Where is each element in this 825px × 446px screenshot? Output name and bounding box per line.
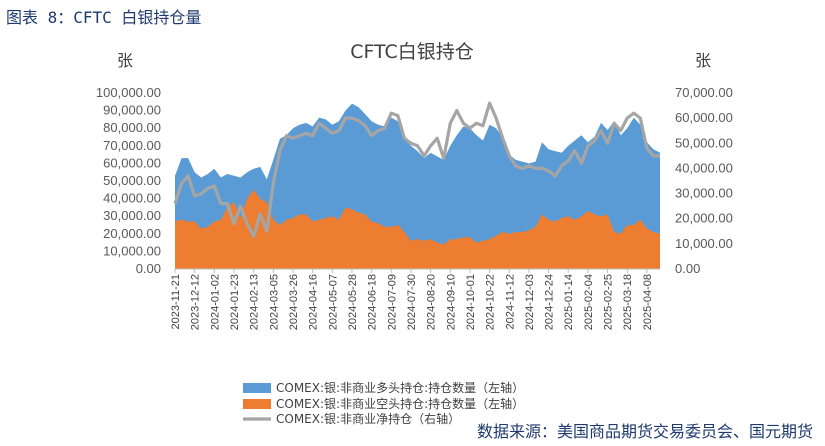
series-short-area [175, 189, 660, 269]
x-tick-label: 2024-03-26 [288, 274, 300, 330]
y-left-tick-label: 40,000.00 [103, 191, 161, 206]
x-tick-label: 2024-08-20 [426, 274, 438, 330]
x-tick-label: 2024-05-28 [347, 274, 359, 330]
legend-label: COMEX:银:非商业多头持仓:持仓数量（左轴） [276, 380, 524, 395]
x-tick-label: 2024-12-03 [524, 274, 536, 330]
x-tick-label: 2024-12-24 [544, 274, 556, 330]
x-tick-label: 2024-03-05 [268, 274, 280, 330]
y-right-tick-label: 30,000.00 [675, 186, 733, 201]
x-tick-label: 2023-12-12 [190, 274, 202, 330]
x-tick-label: 2024-10-22 [485, 274, 497, 330]
legend-label: COMEX:银:非商业净持仓（右轴） [276, 411, 460, 426]
x-tick-label: 2025-02-25 [603, 274, 615, 330]
y-right-tick-label: 10,000.00 [675, 236, 733, 251]
x-tick-label: 2024-11-12 [504, 274, 516, 329]
y-left-tick-label: 80,000.00 [103, 120, 161, 135]
x-tick-label: 2023-11-21 [170, 274, 182, 329]
y-left-tick-label: 20,000.00 [103, 226, 161, 241]
y-left-tick-label: 70,000.00 [103, 138, 161, 153]
x-tick-label: 2024-05-07 [327, 274, 339, 330]
y-left-tick-label: 0.00 [136, 261, 161, 276]
legend-short-swatch [243, 399, 271, 409]
x-tick-label: 2024-07-09 [386, 274, 398, 330]
x-tick-label: 2025-01-14 [563, 274, 575, 330]
y-right-tick-label: 60,000.00 [675, 110, 733, 125]
right-axis-unit: 张 [695, 51, 711, 70]
x-tick-label: 2024-02-13 [249, 274, 261, 330]
x-tick-label: 2024-07-30 [406, 274, 418, 330]
y-right-tick-label: 70,000.00 [675, 85, 733, 100]
y-left-tick-label: 100,000.00 [96, 85, 161, 100]
x-tick-label: 2024-06-18 [367, 274, 379, 330]
y-left-tick-label: 30,000.00 [103, 208, 161, 223]
x-tick-label: 2024-04-16 [308, 274, 320, 330]
x-tick-label: 2025-02-04 [583, 274, 595, 330]
y-left-tick-label: 90,000.00 [103, 103, 161, 118]
legend-label: COMEX:银:非商业空头持仓:持仓数量（左轴） [276, 396, 524, 411]
y-left-tick-label: 50,000.00 [103, 173, 161, 188]
x-tick-label: 2025-04-08 [642, 274, 654, 330]
legend-long-swatch [243, 383, 271, 393]
chart-title: CFTC白银持仓 [350, 41, 474, 63]
x-tick-label: 2025-03-18 [622, 274, 634, 330]
x-tick-label: 2024-09-10 [445, 274, 457, 330]
x-tick-label: 2024-10-01 [465, 274, 477, 330]
y-right-tick-label: 50,000.00 [675, 135, 733, 150]
series-net-line [173, 101, 660, 238]
y-right-tick-label: 0.00 [675, 261, 700, 276]
y-left-tick-label: 10,000.00 [103, 243, 161, 258]
left-axis-unit: 张 [117, 51, 133, 70]
figure-caption: 图表 8：CFTC 白银持仓量 [6, 8, 202, 27]
y-right-tick-label: 20,000.00 [675, 211, 733, 226]
source-note: 数据来源：美国商品期货交易委员会、国元期货 [476, 422, 813, 441]
x-tick-label: 2024-01-02 [209, 274, 221, 330]
y-right-tick-label: 40,000.00 [675, 160, 733, 175]
x-tick-label: 2024-01-23 [229, 274, 241, 330]
y-left-tick-label: 60,000.00 [103, 155, 161, 170]
